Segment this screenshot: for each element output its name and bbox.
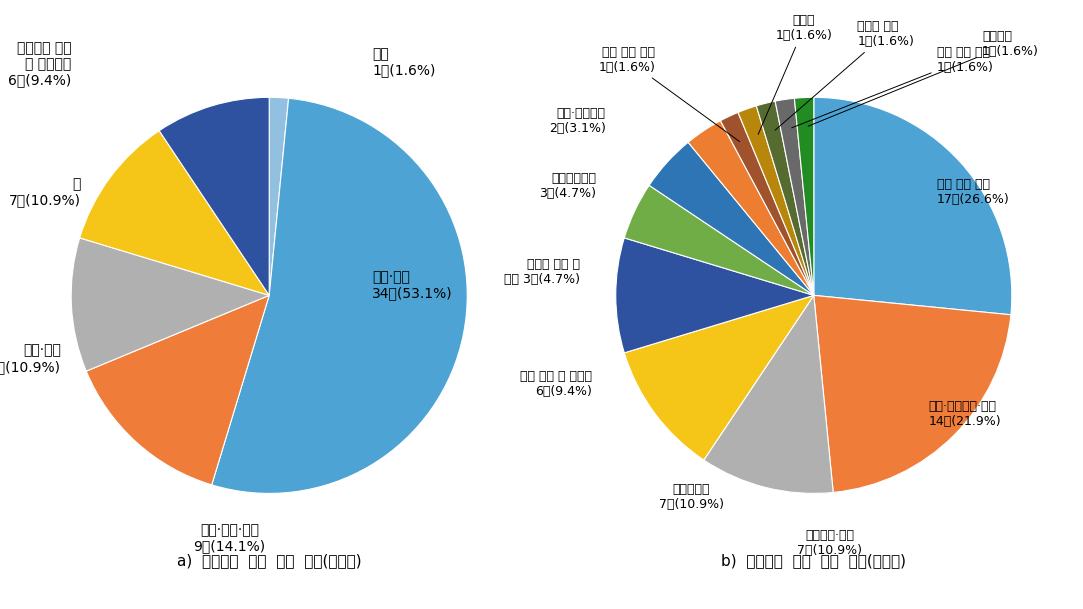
Wedge shape [688, 121, 813, 295]
Wedge shape [813, 97, 1012, 315]
Text: 연안 재해 관리
1건(1.6%): 연안 재해 관리 1건(1.6%) [792, 46, 993, 128]
Text: 수계·수생태계
2건(3.1%): 수계·수생태계 2건(3.1%) [549, 107, 605, 135]
Wedge shape [616, 238, 813, 353]
Text: 산림피해저감
3건(4.7%): 산림피해저감 3건(4.7%) [539, 172, 596, 200]
Wedge shape [775, 98, 813, 295]
Text: 농업·축산
7건(10.9%): 농업·축산 7건(10.9%) [0, 343, 62, 374]
Wedge shape [756, 101, 813, 295]
Text: 생태·모니터링·복원
14건(21.9%): 생태·모니터링·복원 14건(21.9%) [928, 400, 1002, 428]
Text: 작물재배·생산
7건(10.9%): 작물재배·생산 7건(10.9%) [797, 529, 862, 557]
Text: 수산자원
1건(1.6%): 수산자원 1건(1.6%) [808, 30, 1039, 126]
Wedge shape [624, 185, 813, 295]
Text: 물
7건(10.9%): 물 7건(10.9%) [9, 177, 81, 208]
Text: 해양생태계
7건(10.9%): 해양생태계 7건(10.9%) [658, 484, 723, 512]
Text: 산림·육상
34건(53.1%): 산림·육상 34건(53.1%) [373, 270, 453, 301]
Wedge shape [704, 295, 833, 493]
Text: 수자원 확보 및
공급 3건(4.7%): 수자원 확보 및 공급 3건(4.7%) [504, 258, 580, 286]
Wedge shape [649, 143, 813, 295]
Wedge shape [720, 113, 813, 295]
Text: 산림 생산 증진
17건(26.6%): 산림 생산 증진 17건(26.6%) [937, 178, 1009, 206]
Text: 해양·수산·연안
9건(14.1%): 해양·수산·연안 9건(14.1%) [194, 523, 265, 554]
Wedge shape [211, 98, 467, 493]
Wedge shape [270, 97, 288, 295]
Wedge shape [80, 131, 270, 295]
Text: b)  적응분야  사업  추진  현황(소분류): b) 적응분야 사업 추진 현황(소분류) [721, 553, 906, 568]
Wedge shape [795, 97, 813, 295]
Text: 기후 예측 및 모델링
6건(9.4%): 기후 예측 및 모델링 6건(9.4%) [520, 370, 592, 398]
Wedge shape [624, 295, 813, 460]
Text: 기후변화 예측
및 모니터링
6건(9.4%): 기후변화 예측 및 모니터링 6건(9.4%) [8, 41, 71, 88]
Wedge shape [813, 295, 1010, 493]
Wedge shape [738, 106, 813, 295]
Text: 감염 질병 관리
1건(1.6%): 감염 질병 관리 1건(1.6%) [599, 46, 740, 141]
Text: 수처리
1건(1.6%): 수처리 1건(1.6%) [758, 14, 833, 135]
Wedge shape [87, 295, 270, 485]
Text: 수재해 관리
1건(1.6%): 수재해 관리 1건(1.6%) [775, 20, 914, 130]
Text: 건강
1건(1.6%): 건강 1건(1.6%) [373, 48, 435, 77]
Wedge shape [159, 97, 270, 295]
Wedge shape [71, 238, 270, 371]
Text: a)  적응분야  사업  추진  현황(중분류): a) 적응분야 사업 추진 현황(중분류) [177, 553, 362, 568]
